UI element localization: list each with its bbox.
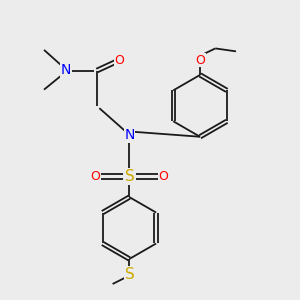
Text: O: O <box>158 170 168 183</box>
Text: N: N <box>61 64 71 77</box>
Text: S: S <box>124 267 134 282</box>
Text: S: S <box>124 169 134 184</box>
Text: N: N <box>124 128 135 142</box>
Text: O: O <box>195 54 205 67</box>
Text: O: O <box>114 54 124 67</box>
Text: O: O <box>91 170 100 183</box>
